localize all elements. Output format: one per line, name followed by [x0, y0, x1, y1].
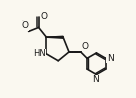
- Text: O: O: [40, 12, 47, 21]
- Polygon shape: [46, 36, 63, 38]
- Text: N: N: [107, 54, 114, 63]
- Text: O: O: [81, 42, 88, 51]
- Text: O: O: [21, 21, 28, 30]
- Text: HN: HN: [33, 49, 45, 58]
- Text: N: N: [93, 75, 99, 84]
